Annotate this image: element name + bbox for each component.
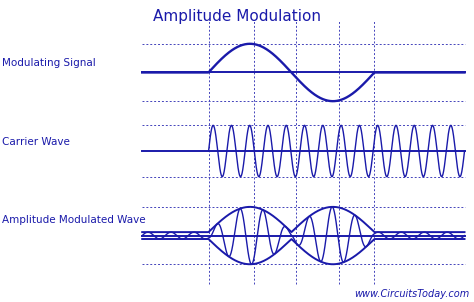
Text: www.CircuitsToday.com: www.CircuitsToday.com <box>354 289 469 299</box>
Text: Amplitude Modulation: Amplitude Modulation <box>153 9 321 24</box>
Text: Modulating Signal: Modulating Signal <box>2 58 96 69</box>
Text: Amplitude Modulated Wave: Amplitude Modulated Wave <box>2 215 146 226</box>
Text: Carrier Wave: Carrier Wave <box>2 137 70 147</box>
